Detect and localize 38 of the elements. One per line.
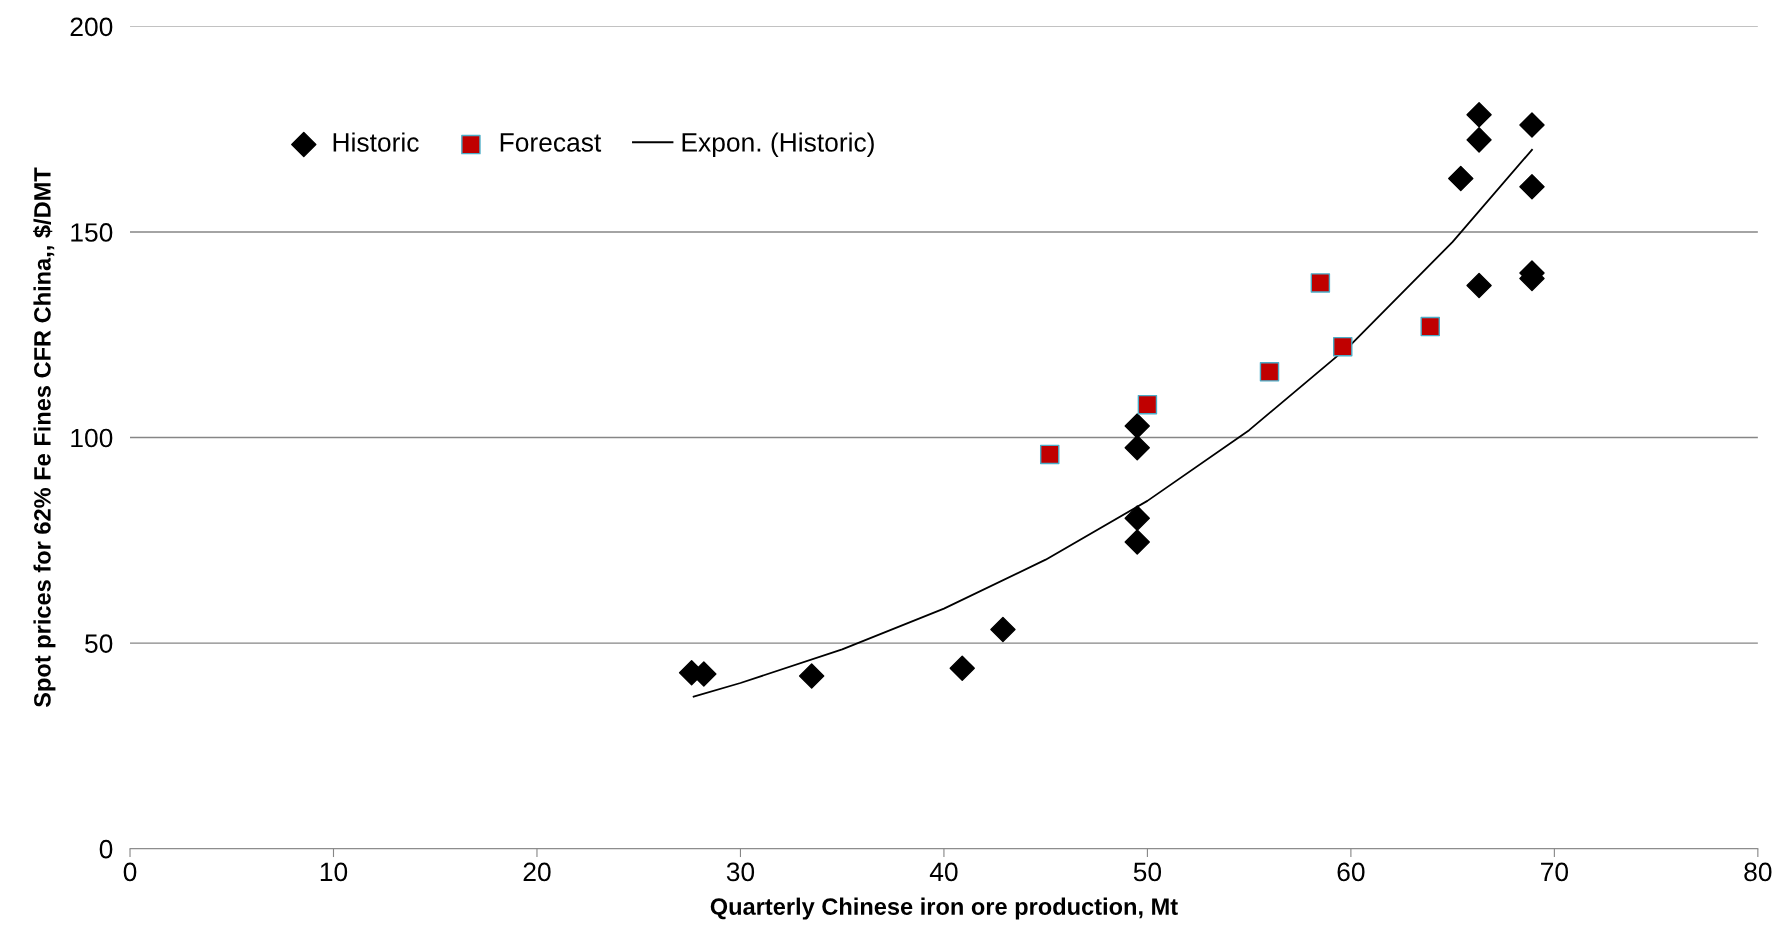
point: [1259, 362, 1280, 382]
point: [1310, 273, 1331, 293]
point: [1124, 435, 1150, 461]
point: [798, 663, 825, 689]
point: [1519, 174, 1545, 200]
y-tick-label: 150: [71, 223, 113, 242]
x-tick-label: 20: [523, 862, 551, 882]
x-tick-label: 10: [320, 862, 348, 882]
x-tick-label: 60: [1337, 862, 1365, 882]
legend-label: Expon. (Historic): [682, 132, 874, 157]
y-tick-label: 0: [99, 839, 113, 859]
point: [1137, 394, 1158, 415]
x-tick-label: 40: [929, 862, 958, 882]
legend-label: Forecast: [500, 133, 602, 152]
y-axis-title: Spot prices for 62% Fe Fines CFR China,, $/DMT: [33, 167, 56, 708]
point: [1420, 316, 1440, 337]
point: [1124, 413, 1150, 439]
point: [1466, 272, 1492, 299]
x-tick-label: 0: [123, 862, 137, 882]
point: [949, 655, 975, 681]
legend-label: Historic: [333, 132, 419, 152]
y-tick-label: 50: [85, 634, 113, 653]
x-tick-label: 50: [1133, 862, 1162, 882]
point: [1466, 102, 1492, 128]
x-tick-label: 70: [1541, 862, 1569, 882]
point: [1466, 127, 1492, 153]
y-tick-label: 100: [71, 428, 113, 448]
point: [1448, 165, 1474, 192]
point: [1039, 444, 1060, 465]
point: [1124, 505, 1150, 531]
point: [1124, 529, 1150, 555]
x-axis-title: Quarterly Chinese iron ore production, Mt: [710, 897, 1178, 920]
x-tick-label: 80: [1744, 862, 1772, 882]
x-tick-label: 30: [726, 862, 755, 882]
point: [1519, 112, 1545, 138]
point: [990, 616, 1016, 643]
point: [1333, 336, 1353, 357]
y-tick-label: 200: [70, 17, 113, 37]
